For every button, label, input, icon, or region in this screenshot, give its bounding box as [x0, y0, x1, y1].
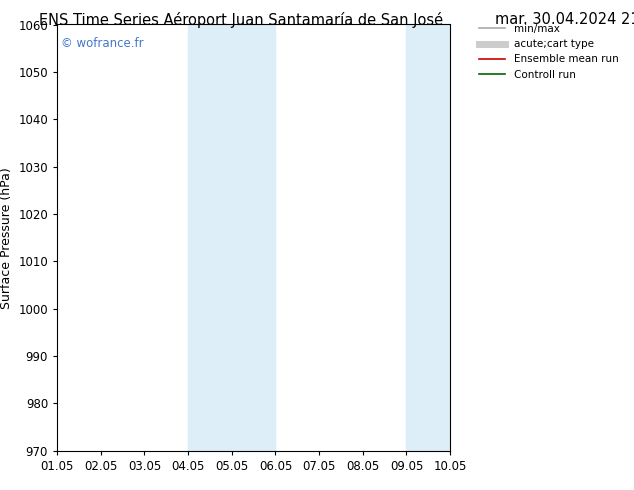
- Text: mar. 30.04.2024 21 UTC: mar. 30.04.2024 21 UTC: [495, 12, 634, 27]
- Legend: min/max, acute;cart type, Ensemble mean run, Controll run: min/max, acute;cart type, Ensemble mean …: [475, 20, 623, 84]
- Bar: [232, 24, 275, 451]
- Text: © wofrance.fr: © wofrance.fr: [61, 37, 144, 50]
- Bar: [188, 24, 232, 451]
- Text: ENS Time Series Aéroport Juan Santamaría de San José: ENS Time Series Aéroport Juan Santamaría…: [39, 12, 443, 28]
- Bar: [406, 24, 429, 451]
- Bar: [429, 24, 450, 451]
- Y-axis label: Surface Pressure (hPa): Surface Pressure (hPa): [0, 167, 13, 309]
